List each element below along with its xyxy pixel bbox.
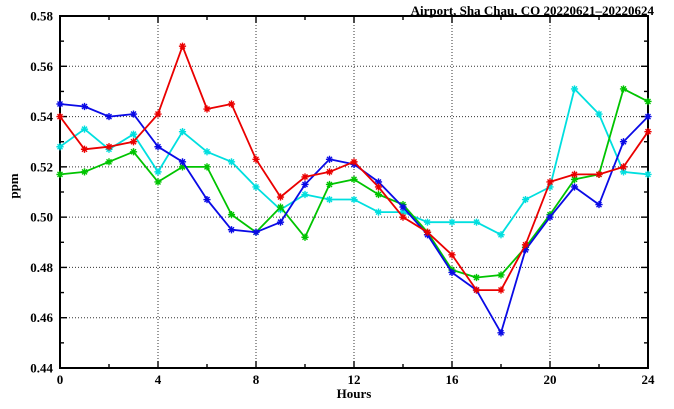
x-tick-label: 20	[544, 372, 557, 387]
y-tick-label: 0.58	[30, 9, 53, 24]
x-tick-label: 8	[253, 372, 260, 387]
y-tick-label: 0.56	[30, 59, 53, 74]
y-tick-label: 0.54	[30, 109, 53, 124]
y-tick-label: 0.52	[30, 159, 53, 174]
y-tick-label: 0.48	[30, 260, 53, 275]
plot-border	[59, 15, 649, 369]
x-tick-label: 24	[642, 372, 656, 387]
tick-labels: 0.44 0.46 0.48 0.50 0.52 0.54 0.56 0.58 0 4 8 12 16 2…	[30, 9, 655, 388]
y-tick-label: 0.46	[30, 310, 53, 325]
y-tick-label: 0.50	[30, 210, 53, 225]
x-tick-label: 4	[155, 372, 162, 387]
y-axis-label: ppm	[6, 173, 21, 199]
series-markers	[56, 42, 652, 294]
chart-title: Airport, Sha Chau, CO 20220621–20220624	[410, 3, 654, 18]
x-tick-label: 0	[57, 372, 64, 387]
y-tick-label: 0.44	[30, 361, 53, 376]
series-red-day	[56, 42, 652, 294]
series-markers	[56, 100, 652, 337]
x-tick-label: 12	[348, 372, 361, 387]
x-axis-label: Hours	[336, 386, 372, 401]
x-tick-label: 16	[446, 372, 460, 387]
